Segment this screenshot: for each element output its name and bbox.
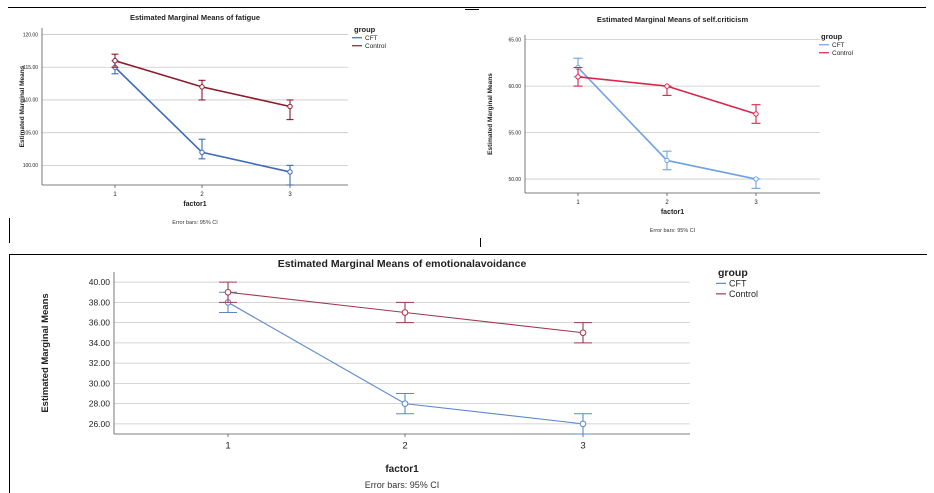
data-point xyxy=(199,149,205,155)
error-bar-note: Error bars: 95% CI xyxy=(365,480,440,490)
data-point xyxy=(401,400,409,407)
y-tick-label: 32.00 xyxy=(89,358,111,368)
y-tick-label: 60.00 xyxy=(508,84,521,90)
y-tick-label: 30.00 xyxy=(89,378,111,388)
data-point xyxy=(575,74,581,80)
data-point xyxy=(753,176,759,182)
data-point xyxy=(112,58,118,64)
y-tick-label: 50.00 xyxy=(508,177,521,183)
x-tick-label: 3 xyxy=(288,192,292,198)
x-tick-label: 3 xyxy=(580,441,585,452)
legend-label: CFT xyxy=(832,42,845,49)
y-tick-label: 105.00 xyxy=(23,130,39,136)
x-tick-label: 2 xyxy=(200,192,204,198)
legend-label: Control xyxy=(365,43,387,50)
data-point xyxy=(224,288,232,296)
y-tick-label: 38.00 xyxy=(89,297,111,307)
legend-title: group xyxy=(821,32,843,41)
y-tick-label: 65.00 xyxy=(508,37,521,43)
legend-title: group xyxy=(718,267,748,279)
data-point xyxy=(664,83,670,89)
data-point xyxy=(579,420,587,428)
y-tick-label: 26.00 xyxy=(89,419,111,429)
chart-title: Estimated Marginal Means of self.critici… xyxy=(597,15,749,24)
x-tick-label: 1 xyxy=(225,441,230,452)
y-tick-label: 28.00 xyxy=(89,399,111,409)
x-tick-label: 2 xyxy=(402,441,407,452)
y-tick-label: 110.00 xyxy=(23,98,38,104)
x-tick-label: 1 xyxy=(576,200,580,206)
y-tick-label: 120.00 xyxy=(23,32,39,38)
frame-top-rule xyxy=(8,7,926,8)
x-tick-label: 3 xyxy=(754,200,758,206)
legend-label: CFT xyxy=(729,279,747,289)
legend-label: Control xyxy=(832,50,854,57)
error-bar-note: Error bars: 95% CI xyxy=(172,220,218,226)
x-axis-label: factor1 xyxy=(385,464,419,475)
chart-title: Estimated Marginal Means of emotionalavo… xyxy=(278,258,527,270)
legend-title: group xyxy=(354,25,376,34)
data-point xyxy=(287,103,293,110)
y-tick-label: 100.00 xyxy=(23,163,39,169)
frame-left-rule-upper xyxy=(9,218,10,243)
y-axis-label: Estimated Marginal Means xyxy=(487,73,494,155)
frame-mid-mark xyxy=(480,238,481,247)
y-axis-label: Estimated Marginal Means xyxy=(40,293,51,412)
data-point xyxy=(579,329,587,337)
chart-title: Estimated Marginal Means of fatigue xyxy=(130,13,260,22)
data-point xyxy=(287,169,293,175)
error-bar-note: Error bars: 95% CI xyxy=(650,228,696,234)
data-point xyxy=(664,157,670,164)
y-tick-label: 115.00 xyxy=(23,65,38,71)
y-tick-label: 36.00 xyxy=(89,318,111,328)
x-axis-label: factor1 xyxy=(183,201,206,208)
data-point xyxy=(753,111,759,117)
frame-top-rule-mark xyxy=(465,9,479,10)
y-tick-label: 34.00 xyxy=(89,338,111,348)
x-axis-label: factor1 xyxy=(661,209,684,216)
data-point xyxy=(199,84,205,90)
x-tick-label: 2 xyxy=(665,200,669,206)
y-tick-label: 40.00 xyxy=(89,277,111,287)
x-tick-label: 1 xyxy=(113,192,117,198)
y-tick-label: 55.00 xyxy=(508,130,521,136)
frame-left-rule-lower xyxy=(9,254,10,493)
frame-middle-rule xyxy=(9,254,927,255)
data-point xyxy=(401,309,409,316)
y-axis-label: Estimated Marginal Means xyxy=(19,65,26,147)
legend-label: Control xyxy=(729,289,758,299)
legend-label: CFT xyxy=(365,35,378,42)
